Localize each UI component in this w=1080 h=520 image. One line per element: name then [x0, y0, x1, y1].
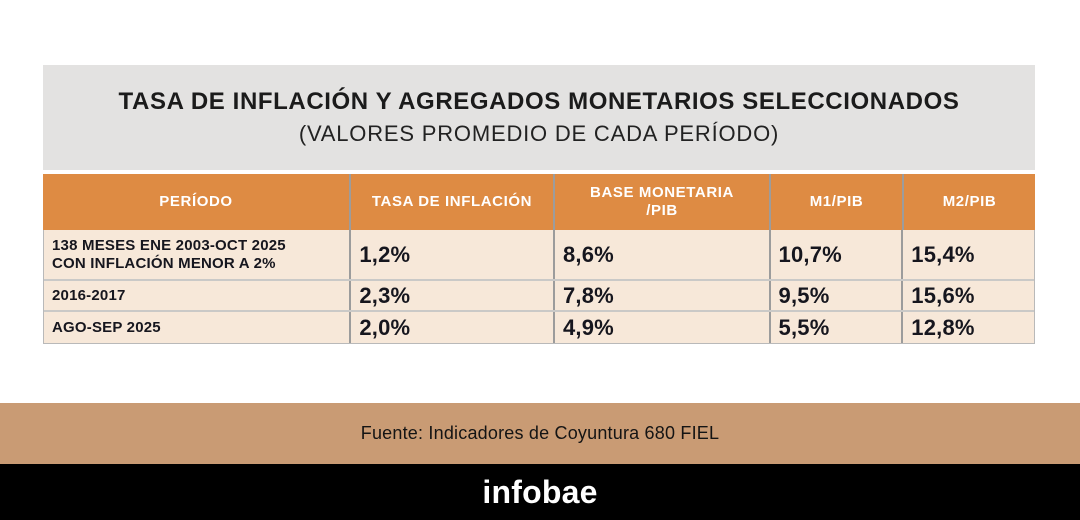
m2-pib-cell: 12,8%	[901, 312, 1034, 343]
period-label-line2: CON INFLACIÓN MENOR A 2%	[52, 254, 276, 272]
tasa-inflacion-cell: 2,3%	[349, 281, 553, 310]
period-label-line1: 2016-2017	[52, 286, 126, 304]
infobae-logo: infobae	[482, 473, 598, 510]
column-header-label-line2: /PIB	[646, 202, 678, 219]
column-header-label: TASA DE INFLACIÓN	[371, 193, 533, 210]
period-label-line1: 138 MESES ENE 2003-OCT 2025	[52, 236, 286, 254]
column-header-m2-pib: M2/PIB	[902, 174, 1035, 230]
table-row: 138 MESES ENE 2003-OCT 2025 CON INFLACIÓ…	[44, 230, 1034, 279]
data-table: PERÍODO TASA DE INFLACIÓN BASE MONETARIA…	[43, 174, 1035, 344]
m2-pib-cell: 15,6%	[901, 281, 1034, 310]
source-bar: Fuente: Indicadores de Coyuntura 680 FIE…	[0, 403, 1080, 464]
table-header-row: PERÍODO TASA DE INFLACIÓN BASE MONETARIA…	[43, 174, 1035, 230]
page-title: TASA DE INFLACIÓN Y AGREGADOS MONETARIOS…	[118, 88, 960, 115]
base-monetaria-pib-cell: 8,6%	[552, 230, 769, 279]
tasa-inflacion-cell: 2,0%	[349, 312, 553, 343]
m2-pib-cell: 15,4%	[901, 230, 1034, 279]
column-header-label: PERÍODO	[159, 193, 233, 210]
brand-bar: infobae	[0, 464, 1080, 520]
column-header-label-line1: BASE MONETARIA	[590, 184, 734, 201]
period-cell: AGO-SEP 2025	[44, 312, 349, 343]
table-body: 138 MESES ENE 2003-OCT 2025 CON INFLACIÓ…	[43, 230, 1035, 344]
tasa-inflacion-cell: 1,2%	[349, 230, 553, 279]
column-header-label: M2/PIB	[942, 193, 997, 210]
m1-pib-cell: 9,5%	[768, 281, 902, 310]
column-header-base-monetaria-pib: BASE MONETARIA /PIB	[553, 174, 769, 230]
base-monetaria-pib-cell: 7,8%	[552, 281, 769, 310]
page-subtitle: (VALORES PROMEDIO DE CADA PERÍODO)	[298, 121, 780, 146]
base-monetaria-pib-cell: 4,9%	[552, 312, 769, 343]
title-box: TASA DE INFLACIÓN Y AGREGADOS MONETARIOS…	[43, 65, 1035, 170]
m1-pib-cell: 10,7%	[768, 230, 902, 279]
m1-pib-cell: 5,5%	[768, 312, 902, 343]
table-row: AGO-SEP 2025 2,0% 4,9% 5,5% 12,8%	[44, 310, 1034, 343]
period-label-line1: AGO-SEP 2025	[52, 318, 161, 336]
period-cell: 138 MESES ENE 2003-OCT 2025 CON INFLACIÓ…	[44, 230, 349, 279]
column-header-periodo: PERÍODO	[43, 174, 349, 230]
column-header-tasa-inflacion: TASA DE INFLACIÓN	[349, 174, 553, 230]
column-header-m1-pib: M1/PIB	[769, 174, 902, 230]
period-cell: 2016-2017	[44, 281, 349, 310]
source-text: Fuente: Indicadores de Coyuntura 680 FIE…	[360, 423, 720, 443]
table-row: 2016-2017 2,3% 7,8% 9,5% 15,6%	[44, 279, 1034, 310]
column-header-label: M1/PIB	[809, 193, 864, 210]
